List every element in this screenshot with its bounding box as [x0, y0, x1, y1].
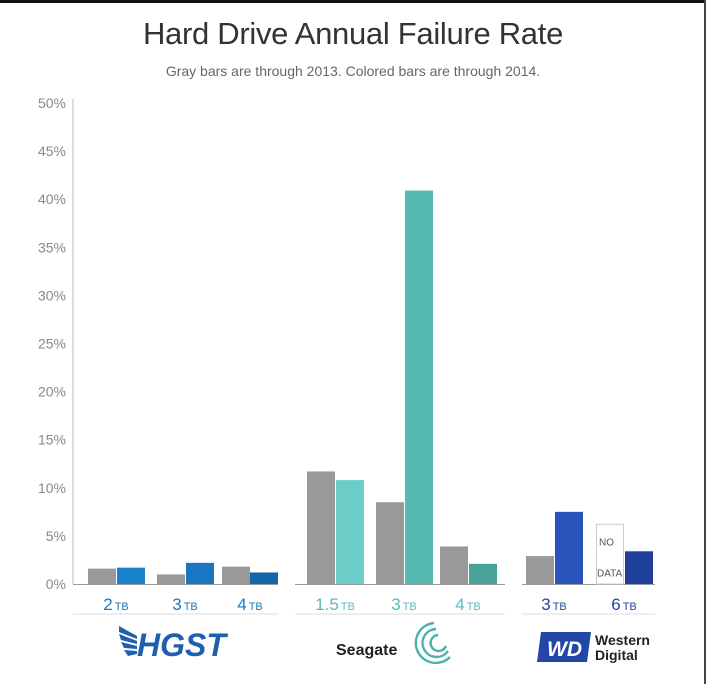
svg-text:Digital: Digital: [595, 647, 638, 663]
svg-text:Seagate: Seagate: [336, 642, 397, 659]
y-tick-label: 10%: [38, 480, 66, 496]
bar-2013: [376, 502, 404, 584]
y-tick-label: 20%: [38, 384, 66, 400]
no-data-box: [596, 523, 624, 585]
right-border: [704, 0, 706, 684]
seagate-logo: Seagate: [336, 621, 451, 665]
bar-2013: [526, 556, 554, 584]
bar-2013: [222, 566, 250, 584]
y-tick-label: 50%: [38, 95, 66, 111]
bar-2013: [157, 574, 185, 584]
hgst-logo: HGST: [119, 626, 228, 662]
top-border: [0, 0, 706, 3]
y-tick-label: 0%: [46, 576, 66, 592]
x-tick-label: 3 TB: [541, 595, 567, 614]
y-tick-label: 45%: [38, 143, 66, 159]
bar-2013: [88, 568, 116, 584]
bar-2014: [625, 551, 653, 584]
x-tick-label: 2 TB: [103, 595, 129, 614]
svg-text:WD: WD: [547, 638, 582, 661]
bar-2014: [186, 562, 214, 584]
svg-text:Western: Western: [595, 632, 650, 648]
x-tick-label: 3 TB: [391, 595, 417, 614]
bar-2014: [117, 567, 145, 584]
svg-text:HGST: HGST: [137, 627, 228, 662]
bar-2014: [555, 511, 583, 584]
x-tick-label: 1.5 TB: [315, 595, 355, 614]
bars: NO DATA: [88, 190, 653, 585]
y-tick-label: 25%: [38, 336, 66, 352]
y-axis: 0% 5% 10% 15% 20% 25% 30% 35% 40% 45% 50%: [38, 95, 655, 615]
chart-subtitle: Gray bars are through 2013. Colored bars…: [165, 63, 541, 79]
y-tick-label: 30%: [38, 287, 66, 303]
bar-2013: [440, 546, 468, 584]
chart-title: Hard Drive Annual Failure Rate: [142, 16, 564, 51]
y-tick-label: 15%: [38, 432, 66, 448]
x-tick-label: 4 TB: [237, 595, 263, 614]
no-data-label: DATA: [597, 568, 623, 579]
x-tick-label: 3 TB: [172, 595, 198, 614]
y-tick-label: 5%: [46, 528, 66, 544]
x-tick-label: 4 TB: [455, 595, 481, 614]
bar-2014: [469, 563, 497, 584]
x-tick-labels: 2 TB 3 TB 4 TB 1.5 TB 3 TB 4 TB 3 TB 6 TB: [103, 595, 637, 614]
bar-2014: [405, 190, 433, 585]
y-tick-label: 35%: [38, 239, 66, 255]
bar-2013: [307, 471, 335, 584]
western-digital-logo: WD Western Digital: [537, 632, 650, 663]
x-tick-label: 6 TB: [611, 595, 637, 614]
y-tick-label: 40%: [38, 191, 66, 207]
bar-2014: [250, 572, 278, 584]
no-data-label: NO: [599, 538, 614, 549]
bar-2014: [336, 480, 364, 584]
